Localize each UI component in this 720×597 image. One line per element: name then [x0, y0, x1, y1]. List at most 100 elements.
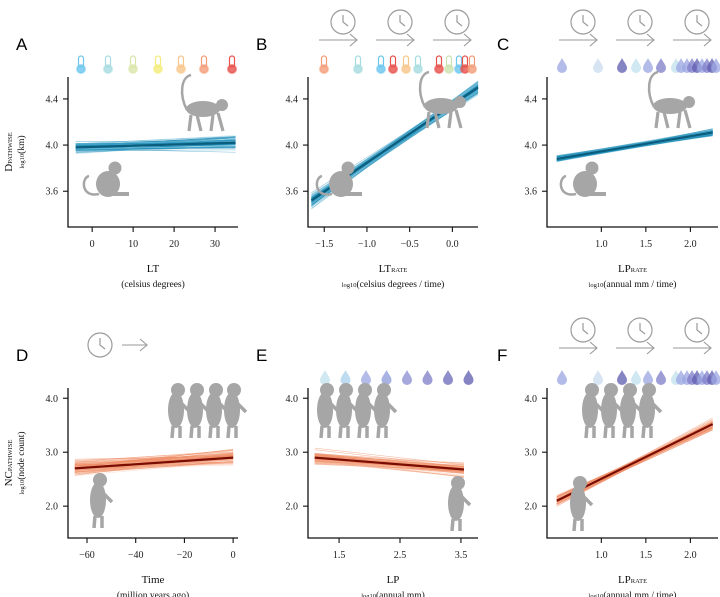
- x-tick-label: −40: [128, 550, 144, 561]
- x-axis-unit: (celsius degrees): [121, 279, 185, 290]
- panel-f: F 1.0 1.5 2.0 2.0 3.0 4.0 LPRATE log10(annual mm…: [497, 317, 720, 597]
- standing-monkey-silhouette: [90, 473, 114, 529]
- standing-monkey-silhouette: [168, 383, 192, 439]
- arrow-right-icon: [616, 341, 655, 355]
- thermometer-icon: [467, 55, 477, 74]
- posterior-line: [74, 451, 234, 462]
- standing-monkey-silhouette: [317, 383, 341, 439]
- y-axis: [67, 388, 238, 539]
- standing-monkey-silhouette: [374, 383, 398, 439]
- thermometer-icon: [434, 55, 444, 74]
- sitting-monkey-silhouette: [315, 161, 362, 197]
- posterior-line: [556, 130, 713, 159]
- thermometer-icon: [153, 55, 163, 74]
- mean-fit-line: [75, 141, 236, 149]
- x-axis-unit: log10(annual mm / time): [589, 590, 677, 597]
- mean-fit-line: [556, 131, 713, 161]
- x-tick-label: 3.5: [455, 550, 468, 561]
- y-tick-label: 4.0: [286, 394, 299, 405]
- walking-monkey-silhouette: [418, 70, 466, 129]
- posterior-line: [74, 449, 234, 469]
- y-axis: [307, 388, 478, 539]
- x-tick-label: 1.5: [640, 550, 653, 561]
- water-drop-icon: [656, 370, 666, 385]
- x-tick-label: 0: [231, 550, 236, 561]
- x-tick-label: 1.5: [333, 550, 346, 561]
- clock-icon: [627, 9, 653, 35]
- water-drop-icon: [631, 58, 641, 73]
- arrow-right-icon: [559, 33, 598, 47]
- panel-label: D: [16, 346, 28, 365]
- posterior-line: [75, 145, 236, 150]
- water-drop-icon: [422, 370, 433, 385]
- y-tick-label: 3.6: [525, 187, 538, 198]
- y-axis-unit: log10(km): [16, 135, 27, 168]
- x-tick-label: 10: [128, 239, 138, 250]
- x-axis-label: LPRATE: [618, 263, 647, 275]
- posterior-line: [74, 461, 234, 471]
- y-tick-label: 3.0: [286, 448, 299, 459]
- walking-monkey-silhouette: [647, 70, 695, 129]
- water-drop-icon: [593, 370, 603, 385]
- panel-label: C: [497, 35, 509, 54]
- panel-c: C 1.0 1.5 2.0 3.6 4.0 4.4 LPRATE log10(annual mm…: [497, 9, 720, 290]
- water-drop-icon: [643, 58, 653, 73]
- mean-fit-line: [314, 456, 465, 471]
- arrow-right-icon: [673, 33, 712, 47]
- posterior-line: [314, 453, 465, 467]
- clock-icon: [570, 9, 596, 35]
- x-axis-unit: log10(annual mm / time): [589, 279, 677, 290]
- clock-icon: [684, 317, 710, 343]
- panel-a: A 0 10 20 30 3.6 4.0 4.4 LT (celsius degrees) DPAT…: [3, 35, 238, 290]
- arrow-right-icon: [433, 33, 472, 47]
- x-tick-label: 2.0: [684, 239, 697, 250]
- y-axis: [546, 77, 718, 228]
- standing-monkey-silhouette: [355, 383, 379, 439]
- walking-monkey-silhouette: [180, 73, 228, 132]
- x-axis-label: LTRATE: [379, 263, 408, 275]
- y-axis: [67, 77, 238, 228]
- thermometer-icon: [199, 55, 209, 74]
- x-tick-label: 2.5: [394, 550, 407, 561]
- y-axis-label: DPATHWISE: [3, 132, 15, 172]
- posterior-line: [75, 139, 236, 146]
- water-drop-icon: [617, 58, 627, 73]
- y-tick-label: 2.0: [286, 502, 299, 513]
- arrow-right-icon: [616, 33, 655, 47]
- water-drop-icon: [381, 370, 392, 385]
- mean-fit-line: [74, 456, 234, 470]
- clock-icon: [627, 317, 653, 343]
- thermometer-icon: [227, 55, 237, 74]
- y-tick-label: 3.0: [525, 448, 538, 459]
- x-tick-label: −0.5: [401, 239, 419, 250]
- thermometer-icon: [76, 55, 86, 74]
- y-tick-label: 3.0: [46, 448, 59, 459]
- y-axis-label: NCPATHWISE: [3, 440, 15, 487]
- y-tick-label: 4.0: [525, 394, 538, 405]
- thermometer-icon: [319, 55, 329, 74]
- x-tick-label: 1.5: [640, 239, 653, 250]
- x-axis-unit: (million years ago): [117, 590, 189, 597]
- x-tick-label: 30: [210, 239, 220, 250]
- thermometer-icon: [388, 55, 398, 74]
- water-drop-icon: [557, 370, 567, 385]
- clock-icon: [444, 9, 470, 35]
- y-tick-label: 4.4: [525, 94, 538, 105]
- y-tick-label: 4.4: [286, 94, 299, 105]
- y-axis-unit: log10(node count): [16, 431, 27, 494]
- thermometer-icon: [103, 55, 113, 74]
- standing-monkey-silhouette: [187, 383, 211, 439]
- thermometer-icon: [176, 55, 186, 74]
- arrow-right-icon: [673, 341, 712, 355]
- water-drop-icon: [593, 58, 603, 73]
- posterior-line: [74, 455, 234, 460]
- water-drop-icon: [711, 58, 720, 73]
- posterior-line: [74, 452, 234, 467]
- standing-monkey-silhouette: [336, 383, 360, 439]
- y-axis: [546, 388, 718, 539]
- x-tick-label: 1.0: [595, 550, 608, 561]
- arrow-right-icon: [319, 33, 358, 47]
- sitting-monkey-silhouette: [82, 161, 129, 197]
- posterior-line: [75, 146, 236, 151]
- posterior-line: [75, 135, 236, 145]
